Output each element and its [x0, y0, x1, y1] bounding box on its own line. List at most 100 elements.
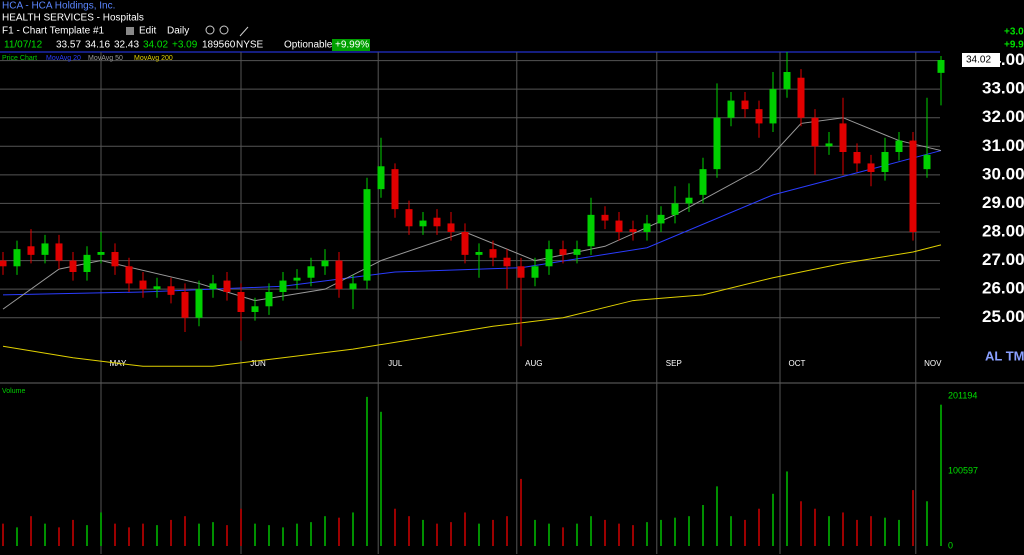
candle-body: [83, 254, 91, 272]
candle-body: [895, 140, 903, 152]
industry[interactable]: HEALTH SERVICES - Hospitals: [2, 13, 144, 24]
volume-bar: [198, 523, 200, 546]
candle-body: [195, 289, 203, 318]
candle-body: [279, 280, 287, 292]
candle-body: [629, 229, 637, 232]
candle-body: [853, 152, 861, 164]
volume-bar: [436, 523, 438, 546]
y-tick-label: 30.00: [982, 164, 1024, 183]
date: 11/07/12: [4, 40, 43, 51]
high: 34.16: [85, 40, 110, 51]
candle-body: [461, 232, 469, 255]
candle-body: [881, 152, 889, 172]
volume-bar: [772, 493, 774, 546]
candle-body: [909, 140, 917, 232]
pct-box: [332, 39, 370, 51]
x-tick-label: AUG: [525, 359, 542, 368]
volume-bar: [716, 486, 718, 546]
candle-body: [265, 292, 273, 307]
volume-bar: [2, 523, 4, 546]
price-legend: Price Chart: [2, 55, 37, 62]
volume-bar: [590, 516, 592, 546]
edit[interactable]: Edit: [139, 26, 156, 37]
candle-body: [531, 266, 539, 278]
candle-body: [503, 257, 511, 267]
candle-body: [69, 260, 77, 272]
volume-bar: [226, 525, 228, 546]
candle-body: [545, 249, 553, 267]
candle-body: [251, 306, 259, 312]
volume-bar: [576, 523, 578, 546]
candle-body: [237, 292, 245, 312]
volume-bar: [114, 523, 116, 546]
candle-body: [139, 280, 147, 290]
y-tick-label: 29.00: [982, 193, 1024, 212]
candle-body: [825, 143, 833, 147]
candle-body: [699, 169, 707, 195]
volume-bar: [884, 517, 886, 546]
x-tick-label: JUL: [388, 359, 403, 368]
volume-bar: [562, 527, 564, 546]
volume-bar: [72, 519, 74, 546]
volume-bar: [660, 519, 662, 546]
volume-bar: [128, 527, 130, 546]
candle-body: [27, 246, 35, 255]
volume-bar: [254, 523, 256, 546]
volume-bar: [352, 512, 354, 546]
candle-body: [167, 286, 175, 295]
candle-body: [517, 266, 525, 278]
candle-body: [489, 249, 497, 258]
volume-bar: [534, 519, 536, 546]
candle-body: [475, 252, 483, 255]
volume-bar: [744, 519, 746, 546]
volume-bar: [450, 522, 452, 546]
candle-body: [615, 220, 623, 232]
candle-body: [111, 252, 119, 267]
candle-body: [377, 166, 385, 190]
volume-bar: [86, 525, 88, 546]
period[interactable]: Daily: [167, 26, 189, 37]
candle-body: [405, 209, 413, 227]
volume-bar: [842, 512, 844, 546]
volume-bar: [324, 516, 326, 546]
volume-bar: [478, 523, 480, 546]
legend-entry: MovAvg 50: [88, 55, 123, 62]
optionable: Optionable: [284, 40, 333, 51]
volume-bar: [58, 527, 60, 546]
change-pct: +9.99%: [335, 40, 369, 51]
candle-body: [559, 249, 567, 255]
candle-body: [937, 60, 945, 73]
volume-bar: [380, 411, 382, 546]
candle-body: [671, 203, 679, 215]
candle-body: [797, 77, 805, 118]
moving-average: [2, 244, 942, 367]
volume-bar: [142, 523, 144, 546]
volume-tick-label: 0: [948, 540, 953, 550]
volume-bar: [506, 516, 508, 546]
side-label[interactable]: AL TM: [985, 348, 1024, 363]
volume-bar: [282, 527, 284, 546]
y-tick-label: 28.00: [982, 221, 1024, 240]
candle-body: [713, 117, 721, 170]
volume-bar: [170, 519, 172, 546]
zoom-out[interactable]: [219, 25, 229, 35]
candle-body: [783, 72, 791, 90]
candle-body: [587, 214, 595, 247]
template[interactable]: F1 - Chart Template #1: [2, 26, 105, 37]
candle-body: [419, 220, 427, 227]
volume-bar: [940, 404, 942, 546]
bars-icon[interactable]: [126, 27, 134, 35]
y-tick-label: 26.00: [982, 279, 1024, 298]
candle-body: [657, 214, 665, 224]
volume-bar: [492, 519, 494, 546]
candle-body: [125, 266, 133, 284]
zoom-in[interactable]: [205, 25, 215, 35]
last-price: 34.02: [966, 55, 991, 66]
volume-bar: [898, 519, 900, 546]
exchange: NYSE: [236, 40, 264, 51]
volume-bar: [548, 523, 550, 546]
volume-bar: [408, 516, 410, 546]
draw-tool[interactable]: [239, 26, 249, 37]
